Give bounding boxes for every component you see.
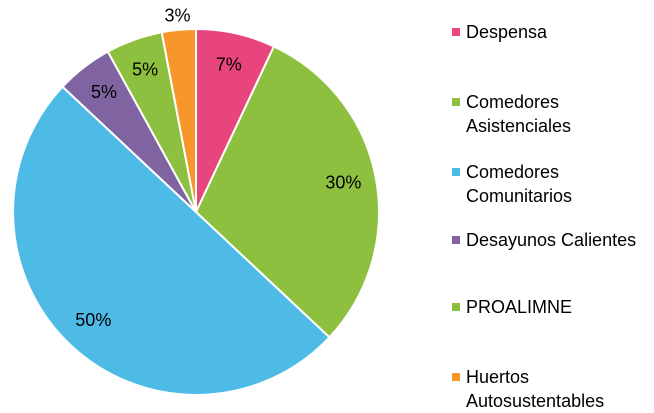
data-label: 50%: [75, 310, 111, 330]
data-label: 30%: [325, 173, 361, 193]
pie-slice: [194, 45, 380, 339]
legend-label: Despensa: [466, 22, 548, 42]
pie-slice: [12, 85, 331, 396]
data-label: 5%: [132, 60, 158, 80]
legend-swatch: [452, 28, 460, 36]
legend-swatch: [452, 168, 460, 176]
legend-swatch: [452, 303, 460, 311]
data-label: 3%: [165, 6, 191, 26]
legend-swatch: [452, 373, 460, 381]
legend-label: PROALIMNE: [466, 297, 573, 317]
legend-label: Comedores Asistenciales: [466, 92, 572, 136]
data-label: 7%: [216, 54, 242, 74]
data-label: 5%: [91, 82, 117, 102]
legend-swatch: [452, 98, 460, 106]
legend-label: Desayunos Calientes: [466, 230, 637, 250]
legend-label: Comedores Comunitarios: [466, 162, 573, 206]
legend-swatch: [452, 236, 460, 244]
pie-slice: [160, 27, 197, 213]
legend-label: Huertos Autosustentables: [466, 367, 605, 411]
